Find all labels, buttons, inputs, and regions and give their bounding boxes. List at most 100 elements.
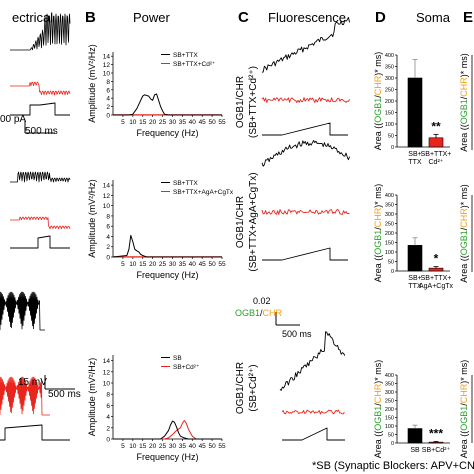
soma-ytick-label: 200	[385, 231, 394, 237]
power-xtick-label: 20	[149, 119, 157, 126]
panel-d-letter: D	[375, 9, 386, 26]
power-ytick-label: 0	[106, 437, 110, 444]
power-ytick-label: 10	[103, 203, 111, 210]
fluor-label-condition: (SB+TTX+AgA+CgTx)	[248, 172, 259, 271]
soma-ytick-label: 300	[385, 76, 394, 82]
fluor-scale-ratio: OGB1/CHR	[235, 308, 283, 318]
electrical-trace-treatment-3	[0, 376, 50, 416]
panel-e-y-label-part: CHR	[459, 208, 469, 228]
power-xtick-label: 15	[139, 261, 147, 268]
power-xtick-label: 20	[149, 261, 157, 268]
power-xtick-label: 25	[159, 261, 167, 268]
power-legend-label: SB+Cd²⁺	[173, 364, 200, 371]
power-ytick-label: 6	[106, 224, 110, 231]
soma-bar-label: SB+TTX+	[421, 275, 452, 282]
power-ytick-label: 10	[103, 381, 111, 388]
soma-ytick-label: 0	[391, 441, 394, 447]
electrical-step-1	[10, 102, 70, 116]
soma-bar-label: SB+	[408, 275, 421, 282]
soma-ytick-label: 250	[385, 222, 394, 228]
soma-y-label: Area ((OGB1/CHR)* ms)	[373, 52, 383, 151]
electrical-trace-control-2	[10, 171, 71, 183]
panel-d-title: Soma	[416, 10, 451, 25]
power-xtick-label: 15	[139, 443, 147, 450]
fluor-scale-time: 500 ms	[282, 329, 312, 339]
power-xtick-label: 30	[169, 261, 177, 268]
power-xtick-label: 35	[179, 119, 187, 126]
soma-bar	[428, 267, 444, 272]
panel-e-fragments: Area ((OGB1/CHR)* ms)Area ((OGB1/CHR)* m…	[459, 53, 473, 459]
power-legend-label: SB+TTX+Cd²⁺	[173, 61, 216, 68]
panel-e-y-label-part: OGB1	[459, 230, 469, 255]
soma-y-label-part: CHR	[373, 207, 383, 227]
panel-e-y-label-part: /	[459, 227, 469, 230]
soma-y-label: Area ((OGB1/CHR)* ms)	[373, 184, 383, 283]
soma-bar-label: SB	[410, 447, 420, 454]
electrical-step-2	[10, 235, 70, 249]
power-series-control	[112, 234, 222, 258]
soma-bar	[407, 245, 423, 272]
panel-e-y-label-part: )* ms)	[459, 360, 469, 384]
power-ytick-label: 10	[103, 71, 111, 78]
soma-y-label-part: Area ((	[373, 123, 383, 151]
panel-e-y-label-part: /	[459, 403, 469, 406]
power-xtick-label: 5	[121, 443, 125, 450]
power-ytick-label: 6	[106, 403, 110, 410]
soma-bar-label: TTX	[408, 283, 422, 290]
power-ytick-label: 14	[103, 183, 111, 190]
power-xtick-label: 50	[208, 443, 216, 450]
soma-ytick-label: 400	[385, 373, 394, 379]
soma-bar	[428, 441, 444, 444]
panel-e-y-label-part: OGB1	[459, 406, 469, 431]
fluor-ramp	[262, 247, 348, 261]
fluor-label-ratio: OGB1/CHR	[235, 76, 246, 128]
electrical-top-current-scale: 00 pA	[0, 114, 26, 125]
power-xtick-label: 55	[218, 261, 226, 268]
soma-bar-label: TTX	[408, 159, 422, 166]
soma-y-label-part: Area ((	[373, 255, 383, 283]
footnote: *SB (Synaptic Blockers: APV+CNQ	[312, 460, 474, 472]
soma-y-label-part: )* ms)	[373, 184, 383, 208]
panel-c-letter: C	[238, 9, 249, 26]
power-ytick-label: 2	[106, 425, 110, 432]
electrical-bottom-time-scale: 500 ms	[48, 389, 81, 400]
fluor-trace-control	[279, 331, 346, 391]
panel-e-y-label-part: /	[459, 96, 469, 99]
soma-ytick-label: 150	[385, 241, 394, 247]
soma-ytick-label: 350	[385, 65, 394, 71]
power-series-treatment	[113, 420, 222, 440]
panel-e-y-label-part: CHR	[459, 77, 469, 97]
soma-significance: **	[431, 119, 441, 133]
soma-bar-label: AgA+CgTx	[419, 283, 454, 290]
soma-ytick-label: 250	[385, 399, 394, 405]
power-xtick-label: 45	[199, 443, 207, 450]
soma-ytick-label: 100	[385, 424, 394, 430]
power-xtick-label: 10	[129, 261, 137, 268]
panel-c-title: Fluorescence	[268, 10, 346, 25]
power-legend-label: SB+TTX+AgA+CgTx	[173, 189, 234, 196]
panel-e-y-label-fragment: Area ((OGB1/CHR)* ms)	[459, 360, 469, 459]
power-ytick-label: 12	[103, 62, 111, 69]
soma-y-label-part: /	[373, 95, 383, 98]
fluor-trace-treatment	[261, 97, 350, 103]
panel-e-y-label-part: Area ((	[459, 255, 469, 283]
soma-bar-label: SB+Cd²⁺	[422, 447, 451, 454]
fluor-scale-chr: CHR	[263, 308, 283, 318]
soma-ytick-label: 100	[385, 250, 394, 256]
electrical-top-time-scale: 500 ms	[25, 126, 58, 137]
power-xtick-label: 10	[129, 443, 137, 450]
soma-significance: ***	[429, 426, 443, 440]
power-xtick-label: 5	[121, 261, 125, 268]
fluor-ramp	[262, 122, 348, 136]
power-ytick-label: 12	[103, 369, 111, 376]
power-y-label: Amplitude (mV²/Hz)	[87, 44, 97, 123]
power-ytick-label: 14	[103, 358, 111, 365]
power-ytick-label: 14	[103, 54, 111, 61]
soma-bar-label: SB+TTX+	[421, 151, 452, 158]
fluor-trace-treatment	[281, 409, 345, 415]
power-ytick-label: 0	[106, 113, 110, 120]
soma-y-label-part: CHR	[373, 383, 383, 403]
power-ytick-label: 8	[106, 392, 110, 399]
